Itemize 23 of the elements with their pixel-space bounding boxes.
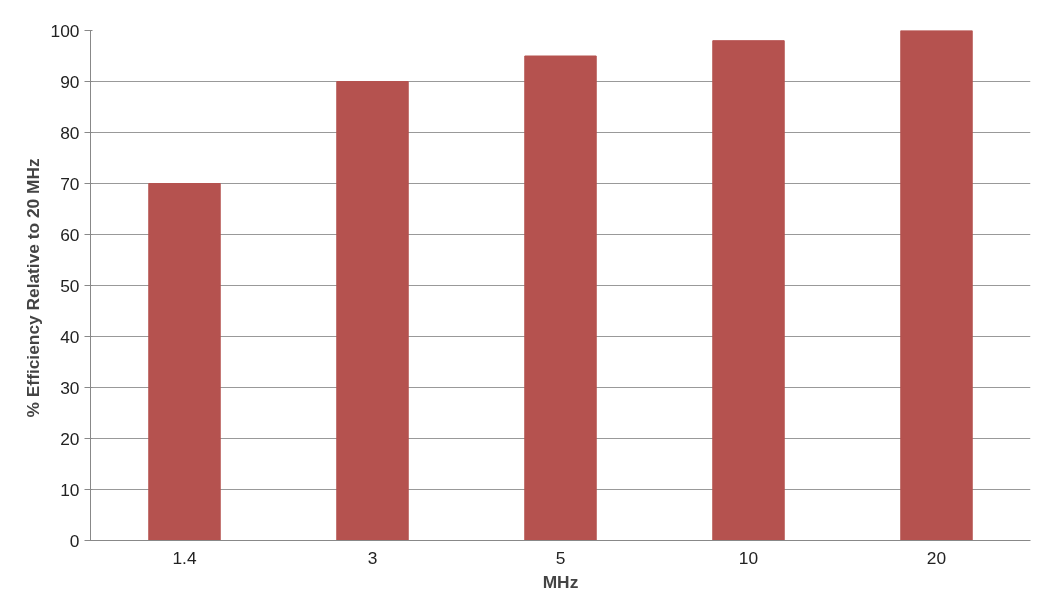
y-tick-label: 60 [60, 224, 80, 245]
y-tick-label: 90 [60, 71, 80, 92]
y-tick-label: 0 [69, 530, 80, 551]
y-tick-label: 20 [60, 428, 80, 449]
bar [524, 55, 597, 541]
x-tick-label: 3 [367, 547, 378, 568]
x-tick-label: 1.4 [172, 547, 197, 568]
x-tick-label: 20 [926, 547, 947, 568]
y-axis-title: % Efficiency Relative to 20 MHz [22, 158, 43, 418]
bar [712, 40, 785, 541]
y-tick-label: 80 [60, 122, 80, 143]
y-tick-label: 40 [60, 326, 80, 347]
x-tick-label: 10 [738, 547, 759, 568]
x-tick-label: 5 [555, 547, 566, 568]
y-tick-label: 100 [50, 20, 80, 41]
bar [336, 81, 409, 541]
bar [900, 30, 973, 541]
y-tick-label: 50 [60, 275, 80, 296]
y-tick-label: 70 [60, 173, 80, 194]
y-tick-label: 10 [60, 479, 80, 500]
y-tick-label: 30 [60, 377, 80, 398]
bar [148, 183, 221, 541]
x-axis-title: MHz [542, 571, 579, 592]
